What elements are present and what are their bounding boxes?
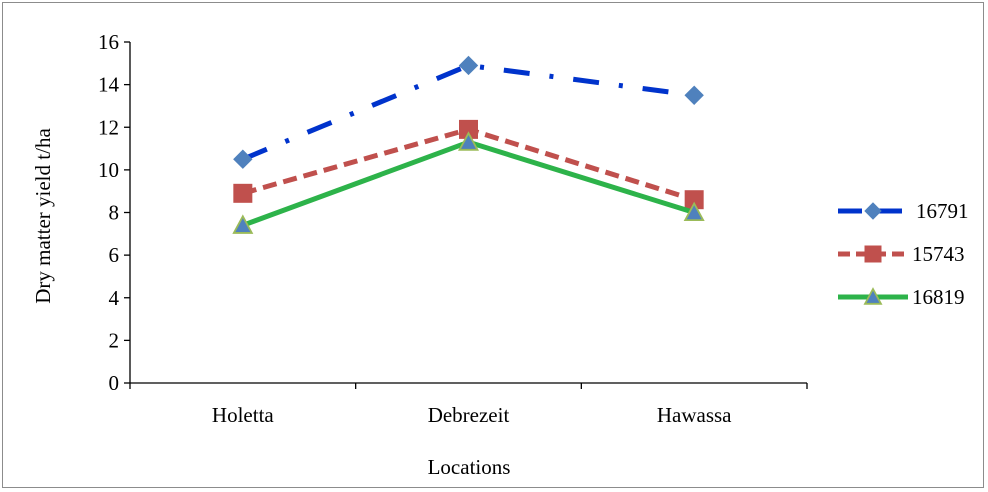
data-point-square: [864, 245, 882, 263]
x-tick-label: Holetta: [212, 403, 274, 427]
x-tick-label: Debrezeit: [428, 403, 510, 427]
y-tick-label: 2: [109, 328, 120, 352]
legend-label: 16819: [912, 285, 965, 309]
series-16819: [232, 131, 705, 234]
series-layer: [232, 55, 705, 234]
data-point-triangle: [863, 287, 883, 305]
axes: 0 2 4 6 8 10 12 14 16 Holetta Debrezeit Hawassa: [98, 30, 808, 427]
x-tick-label: Hawassa: [657, 403, 732, 427]
series-line: [241, 139, 695, 228]
y-axis-title: Dry matter yield t/ha: [31, 128, 55, 304]
data-point-diamond: [684, 85, 704, 105]
legend-item: 16819: [838, 285, 965, 309]
legend-item: 16791: [838, 199, 969, 223]
y-tick-label: 0: [109, 371, 120, 395]
data-point-diamond: [864, 202, 882, 220]
y-tick-label: 12: [98, 115, 119, 139]
y-tick-label: 8: [109, 201, 120, 225]
legend-label: 16791: [916, 199, 969, 223]
data-point-diamond: [458, 55, 479, 76]
data-point-triangle: [457, 131, 480, 151]
y-tick-label: 6: [109, 243, 120, 267]
y-tick-label: 14: [98, 73, 120, 97]
legend-item: 15743: [838, 242, 965, 266]
y-tick-label: 10: [98, 158, 119, 182]
legend-label: 15743: [912, 242, 965, 266]
series-line: [241, 62, 695, 162]
series-15743: [233, 119, 704, 210]
legend: 16791 15743 16819: [838, 199, 969, 309]
y-tick-label: 4: [109, 286, 120, 310]
data-point-square: [233, 183, 253, 203]
data-point-diamond: [233, 149, 253, 169]
series-16791: [233, 55, 704, 169]
y-tick-label: 16: [98, 30, 119, 54]
data-point-triangle: [232, 214, 254, 234]
data-point-triangle: [683, 201, 705, 222]
x-axis-title: Locations: [428, 455, 511, 479]
